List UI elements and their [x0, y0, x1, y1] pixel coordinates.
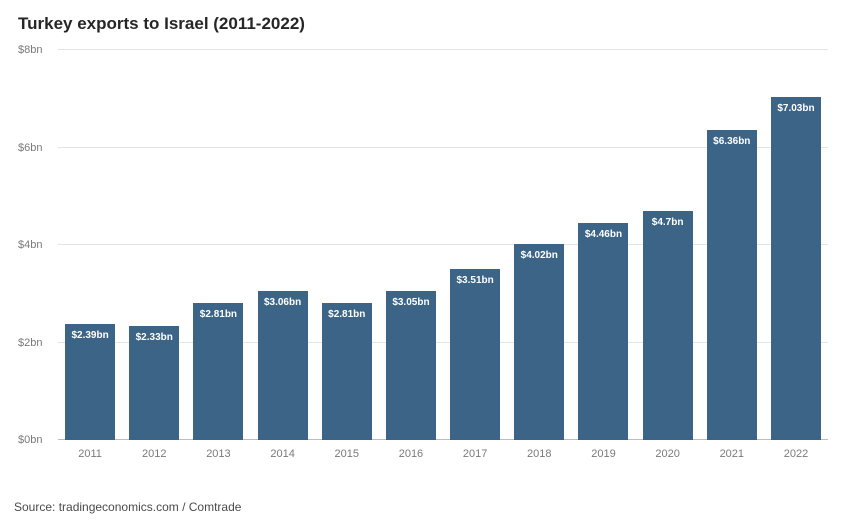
bar-slot: $3.51bn — [443, 50, 507, 440]
x-axis-label: 2018 — [507, 448, 571, 460]
bar: $2.33bn — [129, 326, 179, 440]
chart-title: Turkey exports to Israel (2011-2022) — [18, 14, 830, 34]
y-axis-label: $4bn — [18, 239, 42, 251]
chart-container: Turkey exports to Israel (2011-2022) $0b… — [0, 0, 848, 522]
y-axis-label: $8bn — [18, 44, 42, 56]
x-axis-label: 2017 — [443, 448, 507, 460]
bar: $2.81bn — [322, 303, 372, 440]
bar: $4.7bn — [643, 211, 693, 440]
bar-slot: $4.02bn — [507, 50, 571, 440]
x-axis-label: 2014 — [251, 448, 315, 460]
chart-area: $0bn$2bn$4bn$6bn$8bn $2.39bn$2.33bn$2.81… — [18, 50, 830, 460]
x-axis-label: 2012 — [122, 448, 186, 460]
x-axis-label: 2020 — [636, 448, 700, 460]
bar: $3.51bn — [450, 269, 500, 440]
x-axis-label: 2021 — [700, 448, 764, 460]
bar-slot: $2.39bn — [58, 50, 122, 440]
x-axis-label: 2011 — [58, 448, 122, 460]
x-axis: 2011201220132014201520162017201820192020… — [58, 448, 828, 460]
bar-value-label: $2.39bn — [65, 330, 115, 341]
source-text: Source: tradingeconomics.com / Comtrade — [14, 500, 241, 514]
bar-value-label: $2.81bn — [322, 309, 372, 320]
y-axis-label: $2bn — [18, 337, 42, 349]
bar-value-label: $4.02bn — [514, 250, 564, 261]
bar-value-label: $4.46bn — [578, 229, 628, 240]
bar-value-label: $7.03bn — [771, 103, 821, 114]
x-axis-label: 2016 — [379, 448, 443, 460]
bar-value-label: $3.05bn — [386, 297, 436, 308]
bar: $6.36bn — [707, 130, 757, 440]
bar-slot: $6.36bn — [700, 50, 764, 440]
x-axis-label: 2015 — [315, 448, 379, 460]
bar-value-label: $2.33bn — [129, 332, 179, 343]
bar: $4.02bn — [514, 244, 564, 440]
y-axis-label: $6bn — [18, 142, 42, 154]
bar-slot: $3.06bn — [251, 50, 315, 440]
bars-group: $2.39bn $2.33bn $2.81bn $3.06bn $2.81bn $3.05… — [58, 50, 828, 440]
bar-value-label: $2.81bn — [193, 309, 243, 320]
bar-value-label: $3.06bn — [258, 297, 308, 308]
bar-slot: $4.7bn — [636, 50, 700, 440]
bar-slot: $2.81bn — [315, 50, 379, 440]
x-axis-label: 2022 — [764, 448, 828, 460]
bar: $3.05bn — [386, 291, 436, 440]
bar-value-label: $6.36bn — [707, 136, 757, 147]
y-axis-label: $0bn — [18, 434, 42, 446]
bar: $2.81bn — [193, 303, 243, 440]
bar-slot: $4.46bn — [571, 50, 635, 440]
bar-slot: $2.81bn — [186, 50, 250, 440]
bar-slot: $3.05bn — [379, 50, 443, 440]
plot-region: $0bn$2bn$4bn$6bn$8bn $2.39bn$2.33bn$2.81… — [58, 50, 828, 440]
bar: $3.06bn — [258, 291, 308, 440]
bar-value-label: $4.7bn — [643, 217, 693, 228]
bar: $7.03bn — [771, 97, 821, 440]
bar-slot: $7.03bn — [764, 50, 828, 440]
bar-slot: $2.33bn — [122, 50, 186, 440]
bar: $4.46bn — [578, 223, 628, 440]
bar: $2.39bn — [65, 324, 115, 441]
bar-value-label: $3.51bn — [450, 275, 500, 286]
x-axis-label: 2019 — [571, 448, 635, 460]
x-axis-label: 2013 — [186, 448, 250, 460]
